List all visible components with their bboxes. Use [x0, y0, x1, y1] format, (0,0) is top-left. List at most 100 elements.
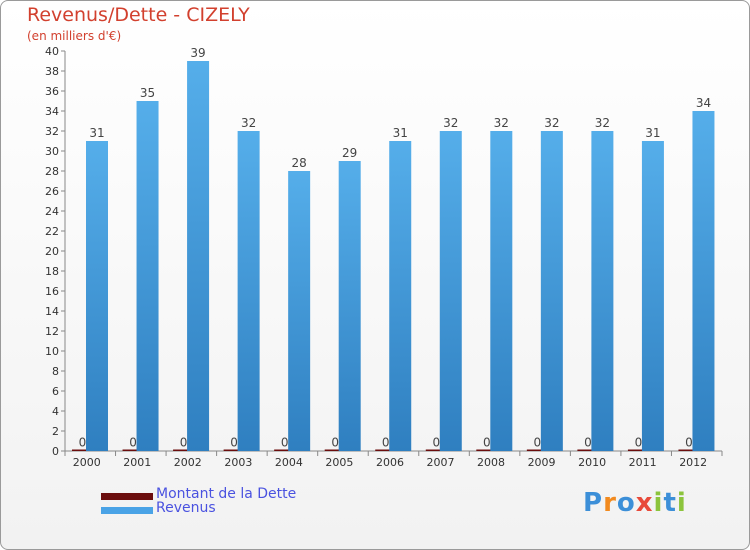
y-tick-label: 36 [45, 85, 59, 98]
y-tick-label: 22 [45, 225, 59, 238]
y-tick-label: 14 [45, 305, 59, 318]
data-label-dette: 0 [230, 436, 238, 450]
bar-revenus [389, 141, 412, 451]
data-label-revenus: 32 [241, 116, 256, 130]
y-tick-label: 38 [45, 65, 59, 78]
data-label-revenus: 32 [443, 116, 458, 130]
bar-revenus [187, 61, 210, 451]
y-tick-label: 26 [45, 185, 59, 198]
bar-dette [476, 449, 498, 451]
bar-dette [122, 449, 144, 451]
bar-revenus [338, 161, 361, 451]
bar-dette [627, 449, 649, 451]
data-label-revenus: 31 [393, 126, 408, 140]
x-tick-label: 2008 [477, 456, 505, 469]
bar-revenus [692, 111, 715, 451]
y-tick-label: 2 [52, 425, 59, 438]
y-tick-label: 8 [52, 365, 59, 378]
bar-revenus [490, 131, 513, 451]
y-tick-label: 18 [45, 265, 59, 278]
data-label-dette: 0 [129, 436, 137, 450]
data-label-dette: 0 [635, 436, 643, 450]
data-label-revenus: 39 [190, 46, 205, 60]
data-label-dette: 0 [584, 436, 592, 450]
bar-revenus [237, 131, 260, 451]
bar-dette [324, 449, 346, 451]
data-label-revenus: 34 [696, 96, 711, 110]
data-label-dette: 0 [483, 436, 491, 450]
x-tick-label: 2004 [275, 456, 303, 469]
data-label-dette: 0 [180, 436, 188, 450]
bar-revenus [86, 141, 108, 451]
y-tick-label: 12 [45, 325, 59, 338]
logo-letter: r [603, 488, 617, 518]
x-tick-label: 2003 [224, 456, 252, 469]
x-tick-label: 2012 [679, 456, 707, 469]
data-label-dette: 0 [331, 436, 339, 450]
bar-revenus [591, 131, 614, 451]
bar-dette [577, 449, 599, 451]
bar-revenus [439, 131, 462, 451]
bar-dette [375, 449, 397, 451]
y-tick-label: 4 [52, 405, 59, 418]
y-tick-label: 30 [45, 145, 59, 158]
y-tick-label: 10 [45, 345, 59, 358]
y-tick-label: 24 [45, 205, 59, 218]
chart-title: Revenus/Dette - CIZELY [27, 4, 250, 26]
x-tick-label: 2000 [73, 456, 101, 469]
bar-dette [72, 449, 93, 451]
proxiti-logo: Proxiti [583, 488, 687, 518]
data-label-revenus: 31 [89, 126, 104, 140]
logo-letter: t [663, 488, 677, 518]
x-tick-label: 2001 [123, 456, 151, 469]
bar-revenus [540, 131, 563, 451]
x-tick-label: 2002 [174, 456, 202, 469]
y-tick-label: 20 [45, 245, 59, 258]
logo-letter: i [653, 488, 664, 518]
legend-swatch-revenus [101, 507, 153, 514]
data-label-revenus: 29 [342, 146, 357, 160]
data-label-revenus: 32 [544, 116, 559, 130]
x-tick-label: 2005 [325, 456, 353, 469]
bar-dette [425, 449, 447, 451]
data-label-dette: 0 [534, 436, 542, 450]
y-tick-label: 40 [45, 45, 59, 58]
data-label-revenus: 35 [140, 86, 155, 100]
y-tick-label: 34 [45, 105, 59, 118]
bar-revenus [288, 171, 311, 451]
data-label-revenus: 28 [292, 156, 307, 170]
bar-dette [173, 449, 195, 451]
y-tick-label: 16 [45, 285, 59, 298]
x-tick-label: 2009 [528, 456, 556, 469]
legend-label-dette: Montant de la Dette [156, 486, 297, 502]
logo-letter: i [676, 488, 687, 518]
data-label-revenus: 32 [595, 116, 610, 130]
x-tick-label: 2010 [578, 456, 606, 469]
bar-revenus [641, 141, 664, 451]
y-tick-label: 28 [45, 165, 59, 178]
data-label-dette: 0 [432, 436, 440, 450]
bar-dette [274, 449, 296, 451]
x-tick-label: 2011 [629, 456, 657, 469]
data-label-dette: 0 [79, 436, 87, 450]
legend-swatch-dette [101, 493, 153, 500]
bar-dette [678, 449, 700, 451]
legend-label-revenus: Revenus [156, 500, 216, 516]
data-label-revenus: 32 [494, 116, 509, 130]
bar-dette [223, 449, 245, 451]
y-tick-label: 6 [52, 385, 59, 398]
x-tick-label: 2006 [376, 456, 404, 469]
logo-letter: P [583, 488, 604, 518]
logo-letter: x [635, 488, 654, 518]
data-label-dette: 0 [281, 436, 289, 450]
data-label-dette: 0 [382, 436, 390, 450]
y-tick-label: 32 [45, 125, 59, 138]
data-label-dette: 0 [685, 436, 693, 450]
bar-dette [526, 449, 548, 451]
x-tick-label: 2007 [427, 456, 455, 469]
y-tick-label: 0 [52, 445, 59, 458]
chart-subtitle: (en milliers d'€) [27, 29, 122, 43]
data-label-revenus: 31 [645, 126, 660, 140]
